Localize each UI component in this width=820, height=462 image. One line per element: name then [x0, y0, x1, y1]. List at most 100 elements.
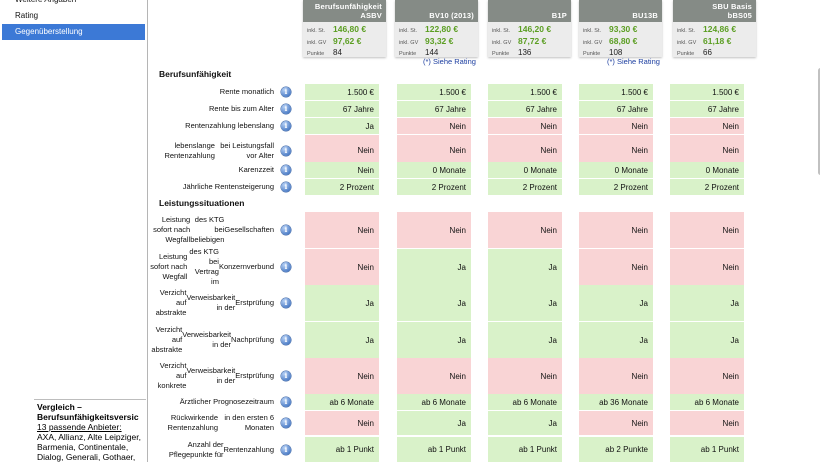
- provider-name-line-2: bBS05: [727, 11, 752, 20]
- sidebar: Weitere Angaben Rating Gegenüberstellung…: [0, 0, 148, 462]
- summary-provider-list: Dialog, Generali, Gothaer,: [37, 452, 136, 462]
- table-cell: 2 Prozent: [579, 179, 653, 195]
- info-icon[interactable]: i: [281, 445, 291, 455]
- table-cell: Nein: [670, 135, 744, 166]
- price-incl-gv-row: inkl. GV 87,72 €: [492, 36, 567, 48]
- provider-name: B1P: [488, 0, 571, 22]
- row-label-line: Nachprüfung: [231, 335, 274, 344]
- table-cell: ab 1 Punkt: [397, 437, 471, 462]
- table-cell: Ja: [305, 118, 379, 134]
- table-cell: Ja: [488, 322, 562, 358]
- provider-prices: inkl. St. 124,86 € inkl. GV 61,18 € Punkte 66: [673, 22, 756, 59]
- summary-providers-link[interactable]: 13 passende Anbieter:: [37, 422, 122, 432]
- provider-card: Berufsunfähigkeit ASBV inkl. St. 146,80 € in…: [303, 0, 386, 57]
- table-cell: 67 Jahre: [397, 101, 471, 117]
- row-label-line: Verzicht auf konkrete: [157, 361, 187, 390]
- info-icon[interactable]: i: [281, 146, 291, 156]
- see-rating-link[interactable]: (*) Siehe Rating: [607, 57, 660, 66]
- info-icon[interactable]: i: [281, 298, 291, 308]
- table-cell: Nein: [305, 411, 379, 435]
- price-incl-tax-row: inkl. St. 146,80 €: [307, 24, 382, 36]
- info-icon[interactable]: i: [281, 262, 291, 272]
- row-label-line: Rente bis zum Alter: [208, 104, 274, 113]
- table-cell: ab 6 Monate: [397, 394, 471, 410]
- provider-name: Berufsunfähigkeit ASBV: [303, 0, 386, 22]
- table-cell: ab 1 Punkt: [305, 437, 379, 462]
- price-incl-tax-label: inkl. St.: [307, 28, 326, 34]
- info-icon[interactable]: i: [281, 335, 291, 345]
- table-cell: Ja: [670, 322, 744, 358]
- price-incl-gv-row: inkl. GV 93,32 €: [399, 36, 474, 48]
- info-icon[interactable]: i: [281, 165, 291, 175]
- sidebar-item-weitere-angaben[interactable]: Weitere Angaben: [0, 0, 147, 8]
- price-incl-tax-label: inkl. St.: [399, 28, 418, 34]
- price-incl-tax-label: inkl. St.: [492, 28, 511, 34]
- info-icon[interactable]: i: [281, 104, 291, 114]
- row-label-line: Gesellschaften: [224, 225, 274, 234]
- points-row: Punkte 144: [399, 48, 474, 59]
- comparison-table: Berufsunfähigkeit ASBV inkl. St. 146,80 € in…: [149, 0, 820, 462]
- info-icon[interactable]: i: [281, 182, 291, 192]
- row-label-line: Ärztlicher Prognosezeitraum: [179, 397, 274, 406]
- price-incl-gv-row: inkl. GV 97,62 €: [307, 36, 382, 48]
- info-icon[interactable]: i: [281, 121, 291, 131]
- price-incl-tax-value: 122,80 €: [425, 24, 459, 34]
- table-cell: 2 Prozent: [397, 179, 471, 195]
- info-icon[interactable]: i: [281, 397, 291, 407]
- info-icon[interactable]: i: [281, 418, 291, 428]
- section-title: Leistungssituationen: [159, 198, 245, 208]
- row-label-line: Erstprüfung: [235, 371, 274, 380]
- sidebar-item-gegenueberstellung[interactable]: Gegenüberstellung: [2, 24, 145, 40]
- price-incl-tax-row: inkl. St. 122,80 €: [399, 24, 474, 36]
- price-incl-tax-value: 124,86 €: [703, 24, 737, 34]
- points-value: 84: [333, 48, 342, 57]
- points-label: Punkte: [583, 51, 601, 57]
- row-label: Leistung sofort nach Wegfall des KTG bei …: [149, 212, 274, 248]
- info-icon[interactable]: i: [281, 225, 291, 235]
- price-incl-tax-label: inkl. St.: [677, 28, 696, 34]
- table-cell: Nein: [579, 358, 653, 394]
- table-cell: 1.500 €: [305, 84, 379, 100]
- info-icon[interactable]: i: [281, 87, 291, 97]
- row-label: lebenslange Rentenzahlung bei Leistungsfa…: [149, 135, 274, 166]
- row-label: Jährliche Rentensteigerung: [149, 179, 274, 195]
- points-row: Punkte 108: [583, 48, 658, 59]
- info-icon[interactable]: i: [281, 371, 291, 381]
- table-cell: 67 Jahre: [488, 101, 562, 117]
- points-value: 136: [518, 48, 532, 57]
- price-incl-tax-value: 146,20 €: [518, 24, 552, 34]
- row-label-line: Leistung sofort nach Wegfall: [150, 252, 188, 281]
- row-label: Ärztlicher Prognosezeitraum: [149, 394, 274, 410]
- table-cell: ab 36 Monate: [579, 394, 653, 410]
- table-cell: 2 Prozent: [305, 179, 379, 195]
- provider-prices: inkl. St. 146,80 € inkl. GV 97,62 € Punkte 84: [303, 22, 386, 59]
- see-rating-link[interactable]: (*) Siehe Rating: [423, 57, 476, 66]
- sidebar-item-rating[interactable]: Rating: [15, 11, 39, 20]
- points-label: Punkte: [492, 51, 510, 57]
- row-label: Leistung sofort nach Wegfall des KTG bei …: [149, 247, 274, 286]
- price-incl-gv-label: inkl. GV: [492, 40, 512, 46]
- table-cell: Ja: [397, 285, 471, 321]
- row-label-line: Anzahl der Pflegepunkte für: [168, 439, 224, 459]
- price-incl-tax-value: 93,30 €: [609, 24, 638, 34]
- price-incl-gv-value: 97,62 €: [333, 36, 362, 46]
- table-cell: Nein: [579, 212, 653, 248]
- table-cell: Nein: [579, 135, 653, 166]
- row-label-line: Verweisbarkeit in der: [186, 366, 236, 385]
- table-cell: Nein: [579, 411, 653, 435]
- sidebar-divider: [34, 399, 146, 400]
- price-incl-tax-value: 146,80 €: [333, 24, 367, 34]
- price-incl-gv-value: 93,32 €: [425, 36, 454, 46]
- table-cell: Ja: [397, 249, 471, 285]
- vertical-scrollbar[interactable]: [818, 68, 820, 175]
- row-label-line: Rente monatlich: [219, 87, 274, 96]
- table-cell: 1.500 €: [579, 84, 653, 100]
- row-label-line: Rentenzahlung lebenslang: [185, 121, 274, 130]
- table-cell: Nein: [670, 249, 744, 285]
- price-incl-gv-value: 87,72 €: [518, 36, 547, 46]
- price-incl-gv-row: inkl. GV 61,18 €: [677, 36, 752, 48]
- table-cell: 1.500 €: [488, 84, 562, 100]
- row-label-line: Erstprüfung: [235, 298, 274, 307]
- provider-name-line-2: BU13B: [632, 11, 658, 20]
- table-cell: ab 1 Punkt: [670, 437, 744, 462]
